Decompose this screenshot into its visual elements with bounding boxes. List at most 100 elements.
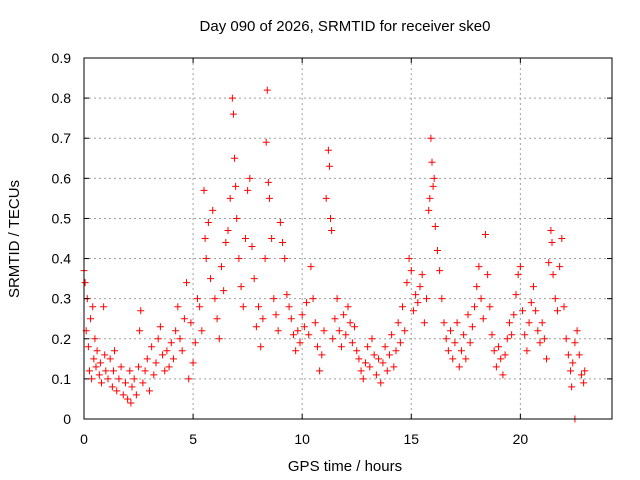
data-point: [130, 375, 138, 383]
data-point: [289, 331, 297, 339]
y-tick-label: 0.1: [52, 371, 72, 387]
data-point: [320, 327, 328, 335]
data-point: [342, 331, 350, 339]
data-point: [390, 363, 398, 371]
data-point: [274, 327, 282, 335]
data-point: [322, 194, 330, 202]
y-tick-label: 0.7: [52, 130, 72, 146]
data-point: [193, 295, 201, 303]
data-point: [540, 335, 548, 343]
data-point: [327, 214, 335, 222]
x-tick-label: 10: [294, 431, 310, 447]
data-point: [492, 363, 500, 371]
data-point: [259, 315, 267, 323]
data-point: [560, 303, 568, 311]
data-point: [409, 307, 417, 315]
data-point: [228, 94, 236, 102]
data-point: [287, 315, 295, 323]
data-point: [527, 299, 535, 307]
data-point: [226, 194, 234, 202]
y-tick-label: 0.6: [52, 170, 72, 186]
data-point: [401, 327, 409, 335]
data-point: [501, 351, 509, 359]
data-point: [257, 343, 265, 351]
data-point: [355, 355, 363, 363]
data-point: [569, 359, 577, 367]
data-point: [359, 375, 367, 383]
data-point: [479, 315, 487, 323]
data-point: [508, 331, 516, 339]
data-point: [433, 247, 441, 255]
data-point: [115, 375, 123, 383]
data-point: [521, 331, 529, 339]
data-point: [263, 86, 271, 94]
data-point: [154, 335, 162, 343]
data-point: [370, 351, 378, 359]
data-point: [372, 371, 380, 379]
data-point: [447, 327, 455, 335]
data-point: [156, 323, 164, 331]
data-point: [403, 279, 411, 287]
data-point: [100, 303, 108, 311]
data-point: [294, 327, 302, 335]
data-point: [416, 283, 424, 291]
data-point: [106, 355, 114, 363]
data-point: [137, 307, 145, 315]
data-point: [252, 323, 260, 331]
data-point: [455, 363, 463, 371]
data-point: [495, 343, 503, 351]
data-point: [262, 138, 270, 146]
data-point: [307, 263, 315, 271]
data-point: [298, 311, 306, 319]
data-point: [264, 178, 272, 186]
y-tick-label: 0.9: [52, 50, 72, 66]
data-point: [84, 343, 92, 351]
data-point: [145, 387, 153, 395]
data-point: [316, 367, 324, 375]
data-point: [428, 158, 436, 166]
data-point: [202, 255, 210, 263]
x-tick-label: 0: [80, 431, 88, 447]
data-point: [464, 311, 472, 319]
data-point: [241, 235, 249, 242]
data-point: [405, 255, 413, 263]
data-point: [399, 303, 407, 311]
data-point: [141, 367, 149, 375]
data-point: [96, 359, 104, 367]
y-tick-label: 0.4: [52, 251, 72, 267]
data-point: [178, 347, 186, 355]
data-point: [198, 327, 206, 335]
data-point: [124, 395, 132, 403]
data-point: [204, 218, 212, 226]
data-point: [484, 271, 492, 279]
data-point: [375, 355, 383, 363]
data-point: [328, 226, 336, 234]
data-point: [440, 319, 448, 327]
data-point: [394, 319, 402, 327]
data-point: [239, 303, 247, 311]
data-point: [311, 319, 319, 327]
data-point: [285, 303, 293, 311]
data-point: [92, 363, 100, 371]
data-point: [313, 343, 321, 351]
data-point: [471, 303, 479, 311]
data-point: [516, 263, 524, 271]
y-tick-label: 0.8: [52, 90, 72, 106]
data-point: [543, 355, 551, 363]
data-point: [425, 206, 433, 214]
data-point: [201, 235, 209, 242]
data-point: [224, 226, 232, 234]
data-point: [81, 279, 89, 287]
data-point: [361, 359, 369, 367]
data-point: [324, 146, 332, 154]
data-point: [237, 283, 245, 291]
data-point: [135, 363, 143, 371]
data-point: [325, 162, 333, 170]
data-point: [305, 331, 313, 339]
data-point: [309, 295, 317, 303]
data-point: [481, 230, 489, 238]
data-point: [377, 379, 385, 387]
data-point: [207, 275, 215, 283]
data-point: [466, 339, 474, 347]
data-point: [215, 335, 223, 343]
